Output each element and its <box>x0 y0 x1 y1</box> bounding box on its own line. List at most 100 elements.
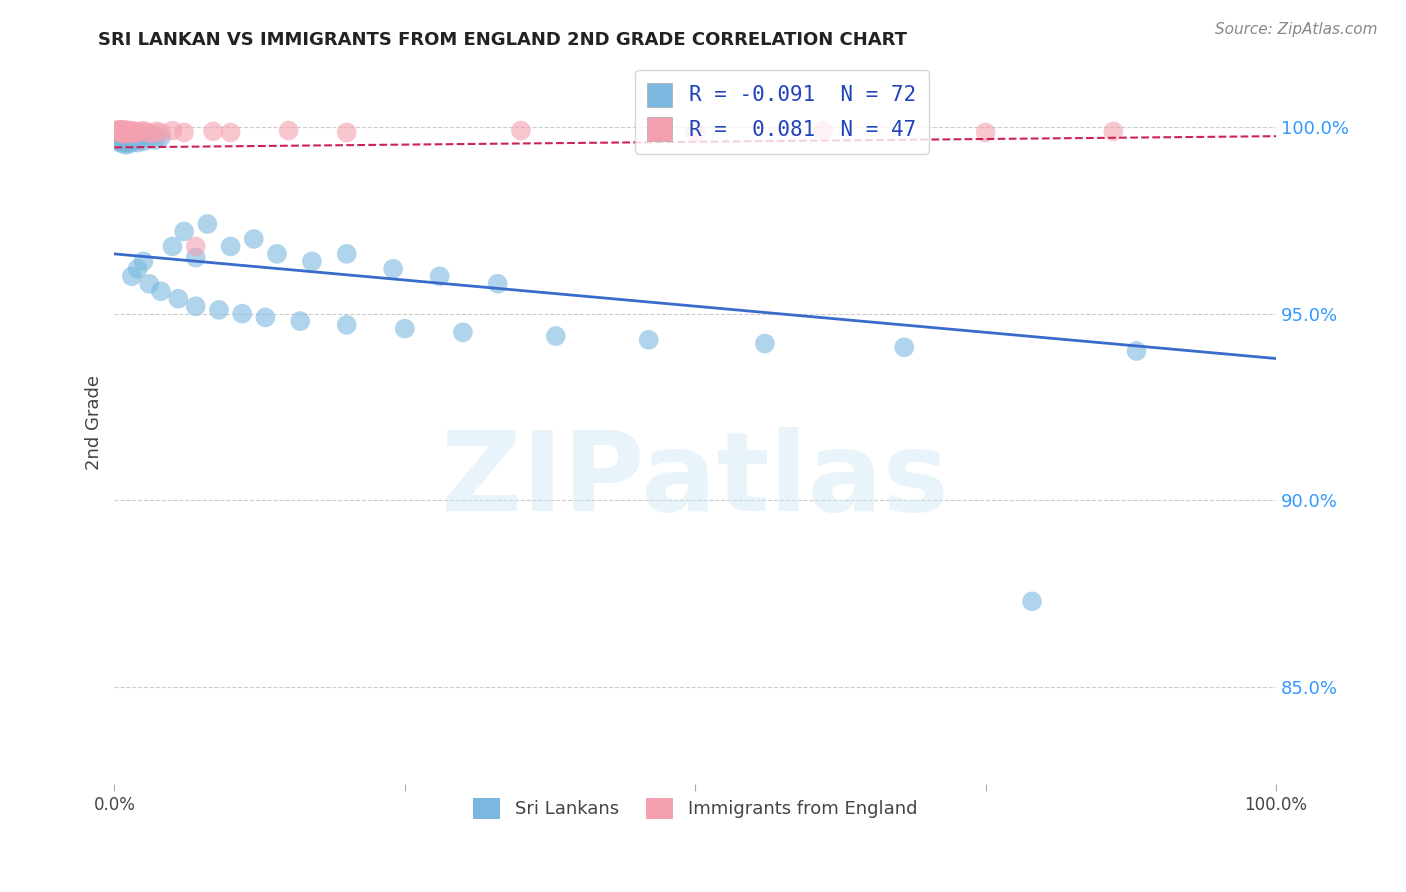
Point <box>120 125 142 139</box>
Point <box>811 123 834 137</box>
Point <box>110 135 132 149</box>
Point <box>110 125 132 139</box>
Point <box>127 125 149 139</box>
Text: SRI LANKAN VS IMMIGRANTS FROM ENGLAND 2ND GRADE CORRELATION CHART: SRI LANKAN VS IMMIGRANTS FROM ENGLAND 2N… <box>98 31 907 49</box>
Point <box>122 124 145 138</box>
Point <box>219 125 242 139</box>
Point <box>108 125 131 139</box>
Point <box>124 132 146 146</box>
Point <box>111 128 134 142</box>
Point <box>115 124 138 138</box>
Point <box>117 129 139 144</box>
Point <box>108 129 131 144</box>
Point <box>195 217 218 231</box>
Point <box>124 127 146 141</box>
Point <box>141 127 163 141</box>
Point <box>184 251 207 265</box>
Point <box>117 134 139 148</box>
Y-axis label: 2nd Grade: 2nd Grade <box>86 375 103 469</box>
Point <box>510 123 533 137</box>
Point <box>243 232 266 246</box>
Point <box>136 125 159 139</box>
Point <box>114 125 136 139</box>
Point <box>184 239 207 253</box>
Point <box>637 333 659 347</box>
Point <box>111 136 134 151</box>
Point <box>145 124 167 138</box>
Point <box>266 247 288 261</box>
Point <box>138 277 160 291</box>
Point <box>893 340 915 354</box>
Point <box>115 127 138 141</box>
Point <box>277 123 299 137</box>
Point <box>219 239 242 253</box>
Point <box>290 314 312 328</box>
Point <box>110 124 132 138</box>
Point <box>111 123 134 137</box>
Legend: Sri Lankans, Immigrants from England: Sri Lankans, Immigrants from England <box>465 791 924 826</box>
Point <box>114 125 136 139</box>
Point <box>132 254 155 268</box>
Point <box>336 247 359 261</box>
Point <box>110 123 132 137</box>
Point <box>111 131 134 145</box>
Point <box>167 292 190 306</box>
Point <box>115 128 138 142</box>
Point <box>173 224 195 238</box>
Point <box>110 135 132 149</box>
Point <box>108 125 131 139</box>
Point <box>110 129 132 144</box>
Point <box>382 261 405 276</box>
Point <box>114 133 136 147</box>
Point <box>254 310 277 325</box>
Point <box>112 125 135 139</box>
Point <box>110 125 132 139</box>
Point <box>134 134 156 148</box>
Point <box>336 125 359 139</box>
Point <box>122 130 145 145</box>
Point <box>115 132 138 146</box>
Point <box>108 123 131 137</box>
Point <box>118 131 141 145</box>
Point <box>107 131 129 145</box>
Point <box>336 318 359 332</box>
Point <box>162 123 184 137</box>
Point <box>114 123 136 137</box>
Point <box>107 123 129 137</box>
Point <box>122 135 145 149</box>
Point <box>131 129 153 144</box>
Point <box>394 321 416 335</box>
Point <box>105 128 128 142</box>
Point <box>231 307 253 321</box>
Point <box>117 123 139 137</box>
Point <box>125 130 148 145</box>
Point <box>115 123 138 137</box>
Point <box>301 254 323 268</box>
Point <box>118 124 141 138</box>
Point <box>1102 124 1125 138</box>
Point <box>121 133 143 147</box>
Point <box>149 130 172 145</box>
Point <box>544 329 567 343</box>
Point <box>110 128 132 142</box>
Point <box>1125 344 1147 359</box>
Point <box>683 125 706 139</box>
Point <box>115 130 138 145</box>
Point <box>105 123 128 137</box>
Point <box>115 126 138 140</box>
Point <box>149 285 172 299</box>
Point <box>143 133 166 147</box>
Point <box>429 269 451 284</box>
Point <box>451 326 474 340</box>
Point <box>974 125 997 139</box>
Point <box>112 129 135 144</box>
Point <box>115 137 138 152</box>
Point <box>110 123 132 137</box>
Point <box>118 136 141 151</box>
Point <box>138 131 160 145</box>
Point <box>1021 594 1043 608</box>
Point <box>117 125 139 139</box>
Text: Source: ZipAtlas.com: Source: ZipAtlas.com <box>1215 22 1378 37</box>
Point <box>127 136 149 150</box>
Point <box>115 136 138 150</box>
